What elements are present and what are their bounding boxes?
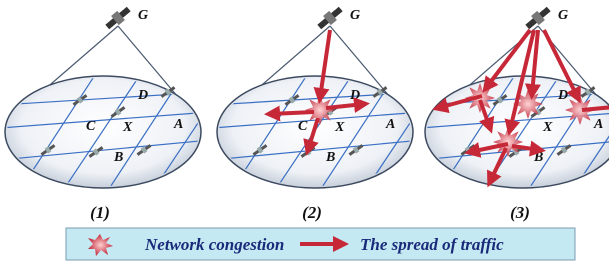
traffic-arrow [270, 112, 314, 114]
panel: G D C X A B (2) [212, 4, 422, 222]
panel-caption: (1) [90, 203, 110, 222]
satellite-label: G [350, 8, 360, 23]
coverage-area [5, 76, 201, 188]
node-label: B [325, 150, 335, 165]
node-label: B [113, 150, 123, 165]
satellite [103, 4, 132, 31]
node-label: D [349, 88, 360, 103]
legend-congestion: Network congestion [144, 235, 284, 254]
congestion-star [493, 127, 523, 157]
node-label: X [542, 120, 553, 135]
node-label: D [137, 88, 148, 103]
panel-caption: (3) [510, 203, 530, 222]
legend-spread: The spread of traffic [360, 235, 504, 254]
node-label: D [557, 88, 568, 103]
node-label: A [593, 117, 603, 132]
satellite-label: G [138, 8, 148, 23]
node-label: B [533, 150, 543, 165]
node-label: A [385, 117, 395, 132]
satellite [315, 4, 344, 31]
panel-caption: (2) [302, 203, 322, 222]
node-label: C [298, 119, 308, 134]
panel: G D C X A B (1) [0, 4, 210, 222]
node-label: A [173, 117, 183, 132]
node-label: C [86, 119, 96, 134]
satellite-label: G [558, 8, 568, 23]
satellite [523, 4, 552, 31]
diagram: Network congestion The spread of traffic… [0, 0, 609, 263]
node-label: X [122, 120, 133, 135]
node-label: X [334, 120, 345, 135]
congestion-star [305, 95, 335, 125]
